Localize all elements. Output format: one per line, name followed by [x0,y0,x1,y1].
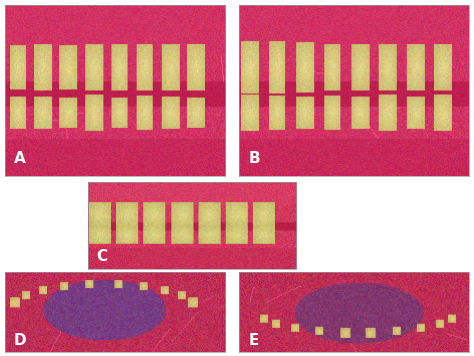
Text: E: E [248,333,259,347]
Text: B: B [248,151,260,166]
Text: D: D [14,333,26,347]
Text: A: A [14,151,25,166]
Text: C: C [96,248,107,263]
